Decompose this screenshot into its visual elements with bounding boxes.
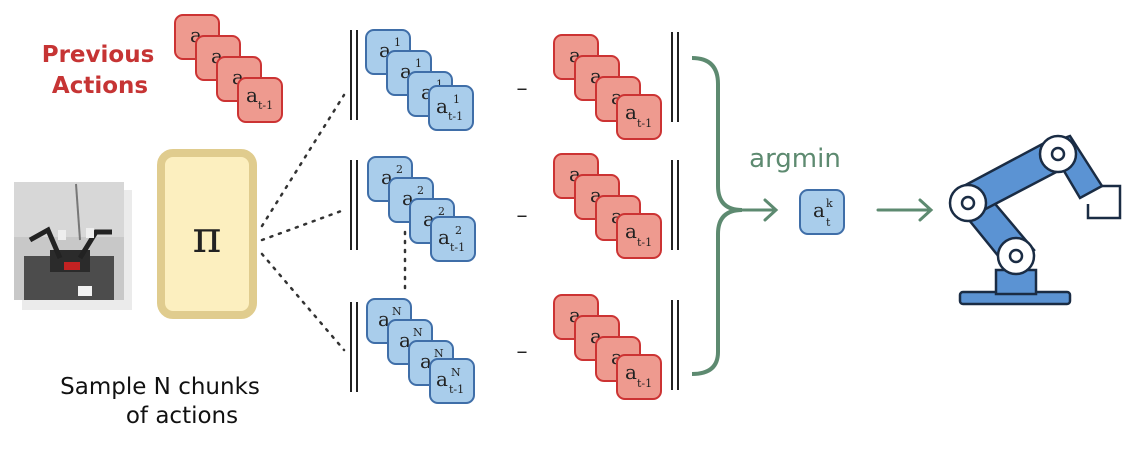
samplen-symbol-2: a [399,328,411,352]
sample-row-2: a 2 a 2 a 2 a 2 t-1 – a a a a t-1 [350,153,679,262]
samplen-sub-4: t-1 [449,383,464,396]
minus-sign-2: – [517,203,528,228]
arrow-to-result-icon [740,198,779,222]
prev2-symbol-4: a [625,219,637,243]
sample1-sub-4: t-1 [448,110,463,123]
sample2-sub-4: t-1 [450,241,465,254]
sample-label-line2: of actions [126,403,238,429]
prev1-symbol-4: a [625,100,637,124]
prevn-symbol-4: a [625,360,637,384]
prev2-sub-4: t-1 [637,236,652,249]
prevn-sub-4: t-1 [637,377,652,390]
result-action-symbol: a [813,198,825,222]
minus-sign-1: – [517,76,528,101]
previous-actions-label-line2: Actions [52,73,148,99]
sample2-sup-3: 2 [438,205,445,218]
sample-row-1: a 1 a 1 a 1 a 1 t-1 – a a a a t-1 [350,29,679,140]
samplen-symbol-4: a [436,367,448,391]
sample1-sup-1: 1 [394,36,401,49]
argmin-label: argmin [749,144,841,174]
sample-label-line1: Sample N chunks [60,374,260,400]
sample1-symbol-4: a [436,94,448,118]
samplen-sup-4: N [451,366,461,379]
sample-row-n: a N a N a N a N t-1 – a a a a t-1 [350,294,679,404]
policy-symbol: π [193,212,222,263]
prev-action-card-4 [237,77,283,123]
robot-arm-icon [948,134,1122,306]
sample2-sup-1: 2 [396,163,403,176]
samplen-symbol-1: a [378,307,390,331]
sample2-sup-4: 2 [455,224,462,237]
sample2-sup-2: 2 [417,184,424,197]
result-action-subscript: t [826,216,831,229]
sample1-sup-3: 1 [436,78,443,91]
samplen-sup-1: N [392,305,402,318]
prev-action-subscript-4: t-1 [258,99,273,112]
policy-box [157,149,257,319]
result-action-superscript: k [826,197,833,210]
samplen-sup-2: N [413,326,423,339]
grouping-bracket [691,56,743,376]
samplen-sup-3: N [434,347,444,360]
arrow-to-robot-icon [876,198,934,222]
result-action-card [799,189,845,235]
sample1-sup-4: 1 [453,93,460,106]
sample1-sup-2: 1 [415,57,422,70]
camera-photo-icon [14,182,132,310]
prev-action-symbol-4: a [246,83,258,107]
previous-actions-stack: a a a a t-1 [174,14,283,123]
previous-actions-label-line1: Previous [42,42,155,68]
prev1-sub-4: t-1 [637,117,652,130]
sampling-fan-lines [260,93,407,352]
minus-sign-n: – [517,339,528,364]
sample2-symbol-4: a [438,225,450,249]
